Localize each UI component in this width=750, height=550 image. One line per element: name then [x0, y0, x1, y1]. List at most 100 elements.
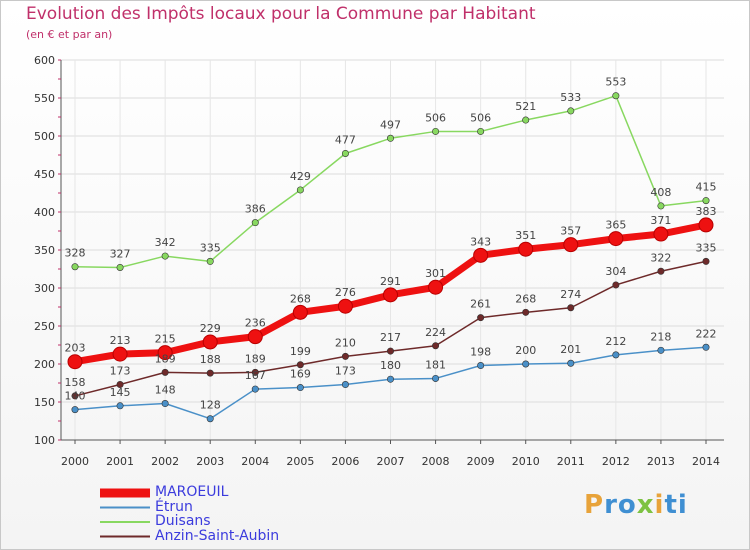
x-tick-label: 2004: [241, 455, 269, 468]
data-label: 506: [425, 111, 446, 124]
data-label: 371: [650, 214, 671, 227]
x-tick-label: 2014: [692, 455, 720, 468]
x-tick-label: 2002: [151, 455, 179, 468]
legend-label: Étrun: [155, 498, 193, 515]
y-tick-label: 300: [34, 282, 55, 295]
y-tick-label: 550: [34, 92, 55, 105]
data-point: [657, 202, 665, 210]
data-point: [296, 361, 304, 369]
data-label: 533: [560, 91, 581, 104]
data-label: 212: [605, 335, 626, 348]
data-point: [702, 197, 710, 205]
data-point: [477, 362, 485, 370]
data-point: [702, 343, 710, 351]
data-label: 224: [425, 326, 446, 339]
data-point: [292, 304, 308, 320]
data-point: [67, 354, 83, 370]
y-tick-label: 500: [34, 130, 55, 143]
data-label: 327: [110, 247, 131, 260]
data-label: 199: [290, 345, 311, 358]
data-point: [247, 329, 263, 345]
data-label: 291: [380, 275, 401, 288]
x-tick-label: 2007: [377, 455, 405, 468]
data-point: [341, 381, 349, 389]
x-tick-label: 2012: [602, 455, 630, 468]
data-label: 343: [470, 235, 491, 248]
data-label: 342: [155, 236, 176, 249]
x-tick-label: 2008: [422, 455, 450, 468]
y-tick-label: 400: [34, 206, 55, 219]
data-point: [608, 231, 624, 247]
data-point: [206, 415, 214, 423]
y-tick-label: 450: [34, 168, 55, 181]
y-tick-label: 350: [34, 244, 55, 257]
data-label: 236: [245, 317, 266, 330]
data-point: [522, 360, 530, 368]
data-label: 383: [696, 205, 717, 218]
data-point: [206, 369, 214, 377]
data-label: 268: [290, 292, 311, 305]
x-tick-label: 2011: [557, 455, 585, 468]
data-label: 213: [110, 334, 131, 347]
data-label: 173: [335, 365, 356, 378]
data-point: [71, 392, 79, 400]
data-point: [206, 257, 214, 265]
x-tick-label: 2001: [106, 455, 134, 468]
data-point: [473, 247, 489, 263]
data-label: 200: [515, 344, 536, 357]
data-label: 276: [335, 286, 356, 299]
data-label: 145: [110, 386, 131, 399]
proxiti-logo: Proxiti: [584, 490, 688, 520]
data-label: 222: [696, 327, 717, 340]
y-tick-label: 150: [34, 396, 55, 409]
y-tick-label: 200: [34, 358, 55, 371]
data-label: 365: [605, 219, 626, 232]
data-point: [657, 346, 665, 354]
data-point: [341, 149, 349, 157]
data-label: 497: [380, 118, 401, 131]
y-tick-label: 600: [34, 54, 55, 67]
data-point: [432, 342, 440, 350]
data-point: [296, 186, 304, 194]
y-tick-label: 100: [34, 434, 55, 447]
data-point: [202, 334, 218, 350]
data-point: [337, 298, 353, 314]
x-tick-label: 2005: [286, 455, 314, 468]
data-label: 189: [245, 352, 266, 365]
data-point: [116, 381, 124, 389]
data-label: 408: [650, 186, 671, 199]
data-label: 357: [560, 225, 581, 238]
legend-label: Duisans: [155, 513, 211, 529]
data-label: 180: [380, 359, 401, 372]
data-point: [383, 287, 398, 303]
data-point: [386, 134, 394, 142]
x-tick-label: 2000: [61, 455, 89, 468]
data-point: [71, 406, 79, 414]
data-point: [251, 219, 259, 227]
data-label: 415: [696, 181, 717, 194]
data-label: 158: [65, 376, 86, 389]
data-label: 429: [290, 170, 311, 183]
x-tick-label: 2013: [647, 455, 675, 468]
data-point: [161, 368, 169, 376]
y-tick-label: 250: [34, 320, 55, 333]
data-label: 322: [650, 251, 671, 264]
data-point: [612, 281, 620, 289]
data-point: [386, 375, 394, 383]
data-point: [477, 314, 485, 322]
data-point: [157, 345, 173, 361]
data-label: 173: [110, 365, 131, 378]
data-label: 268: [515, 292, 536, 305]
data-point: [251, 385, 259, 393]
data-point: [518, 241, 534, 257]
data-point: [112, 346, 128, 362]
data-point: [657, 267, 665, 275]
x-tick-label: 2006: [331, 455, 359, 468]
data-point: [563, 237, 579, 253]
data-point: [251, 368, 259, 376]
chart-subtitle: (en € et par an): [26, 28, 113, 41]
data-label: 553: [605, 76, 626, 89]
data-point: [161, 252, 169, 260]
data-label: 521: [515, 100, 536, 113]
